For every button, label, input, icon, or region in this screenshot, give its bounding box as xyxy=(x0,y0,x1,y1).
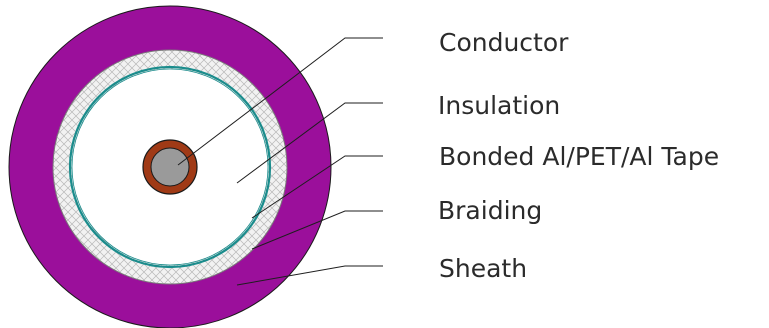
label-sheath: Sheath xyxy=(439,254,528,283)
label-insulation: Insulation xyxy=(438,91,561,120)
label-braiding: Braiding xyxy=(438,196,543,225)
conductor-core xyxy=(150,147,190,187)
label-conductor: Conductor xyxy=(439,28,569,57)
leader-line-sheath xyxy=(236,265,383,286)
leader-line-braiding xyxy=(251,210,383,250)
leader-line-insulation xyxy=(236,102,383,184)
leader-line-tape xyxy=(251,155,383,219)
leader-line-conductor xyxy=(177,37,383,166)
label-tape: Bonded Al/PET/Al Tape xyxy=(439,142,720,171)
tape-layer xyxy=(68,65,272,269)
